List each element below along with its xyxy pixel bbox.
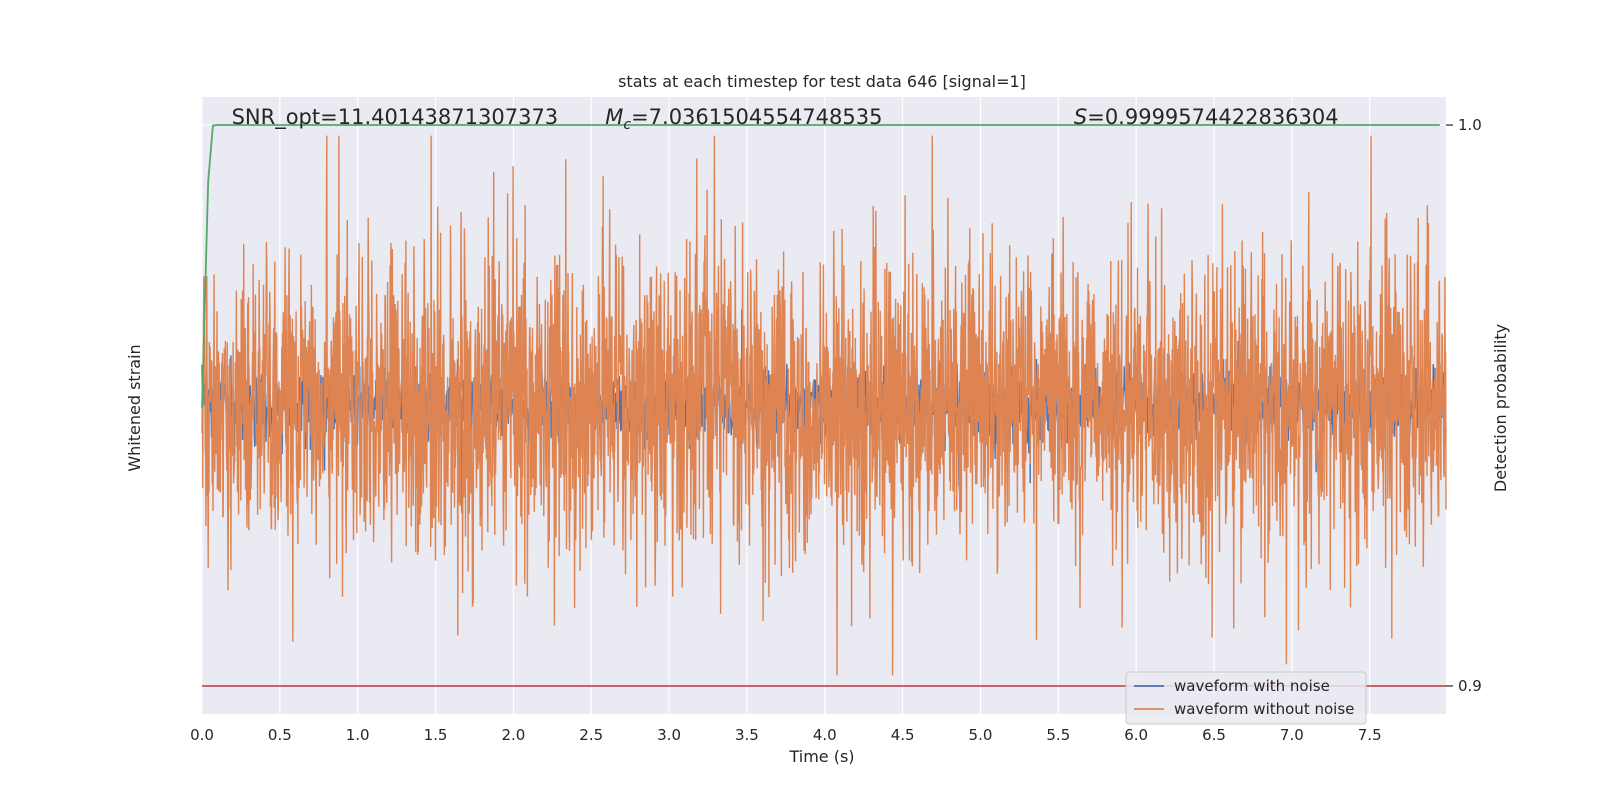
- x-axis-label: Time (s): [788, 747, 854, 766]
- x-tick-label: 7.0: [1280, 726, 1304, 744]
- x-tick-label: 1.5: [424, 726, 448, 744]
- legend-entry: waveform without noise: [1174, 700, 1354, 718]
- x-tick-label: 1.0: [346, 726, 370, 744]
- right-tick-label: 0.9: [1458, 677, 1482, 695]
- series-waveform-without-noise: [201, 135, 1447, 676]
- right-tick-label: 1.0: [1458, 116, 1482, 134]
- x-tick-label: 4.5: [891, 726, 915, 744]
- annotation-subscript: c: [623, 117, 631, 133]
- x-tick-label: 2.5: [579, 726, 603, 744]
- annotation-3: S=0.9999574422836304: [1074, 105, 1339, 129]
- x-tick-label: 0.5: [268, 726, 292, 744]
- chart-title: stats at each timestep for test data 646…: [618, 72, 1026, 91]
- annotation-symbol: S: [1074, 105, 1087, 129]
- x-tick-label: 7.5: [1358, 726, 1382, 744]
- legend-box: [1125, 671, 1367, 725]
- x-tick-label: 3.5: [735, 726, 759, 744]
- annotation-symbol: M: [605, 105, 623, 129]
- x-axis-ticks: 0.0 0.5 1.0 1.5 2.0 2.5 3.0 3.5 4.0 4.5 5.0 5.5 6.0 6…: [190, 726, 1382, 744]
- annotation-1: SNR_opt=11.40143871307373: [232, 105, 559, 130]
- series-detection-probability: [201, 124, 1440, 409]
- right-axis-ticks: 0.9 1.0: [1446, 116, 1482, 695]
- x-tick-label: 0.0: [190, 726, 214, 744]
- x-tick-label: 5.5: [1046, 726, 1070, 744]
- right-axis-label: Detection probability: [1491, 324, 1510, 492]
- legend: waveform with noise waveform without nois…: [1125, 671, 1367, 725]
- x-tick-label: 2.0: [501, 726, 525, 744]
- x-tick-label: 5.0: [969, 726, 993, 744]
- legend-entry: waveform with noise: [1174, 677, 1330, 695]
- x-tick-label: 4.0: [813, 726, 837, 744]
- annotation-value: =7.0361504554748535: [631, 105, 882, 129]
- annotation-value: =0.9999574422836304: [1087, 105, 1338, 129]
- x-tick-label: 3.0: [657, 726, 681, 744]
- annotation-2: Mc=7.0361504554748535: [605, 105, 882, 133]
- left-axis-label: Whitened strain: [125, 344, 144, 471]
- annotations: SNR_opt=11.40143871307373 Mc=7.0361504554…: [232, 105, 1339, 133]
- x-tick-label: 6.5: [1202, 726, 1226, 744]
- x-tick-label: 6.0: [1124, 726, 1148, 744]
